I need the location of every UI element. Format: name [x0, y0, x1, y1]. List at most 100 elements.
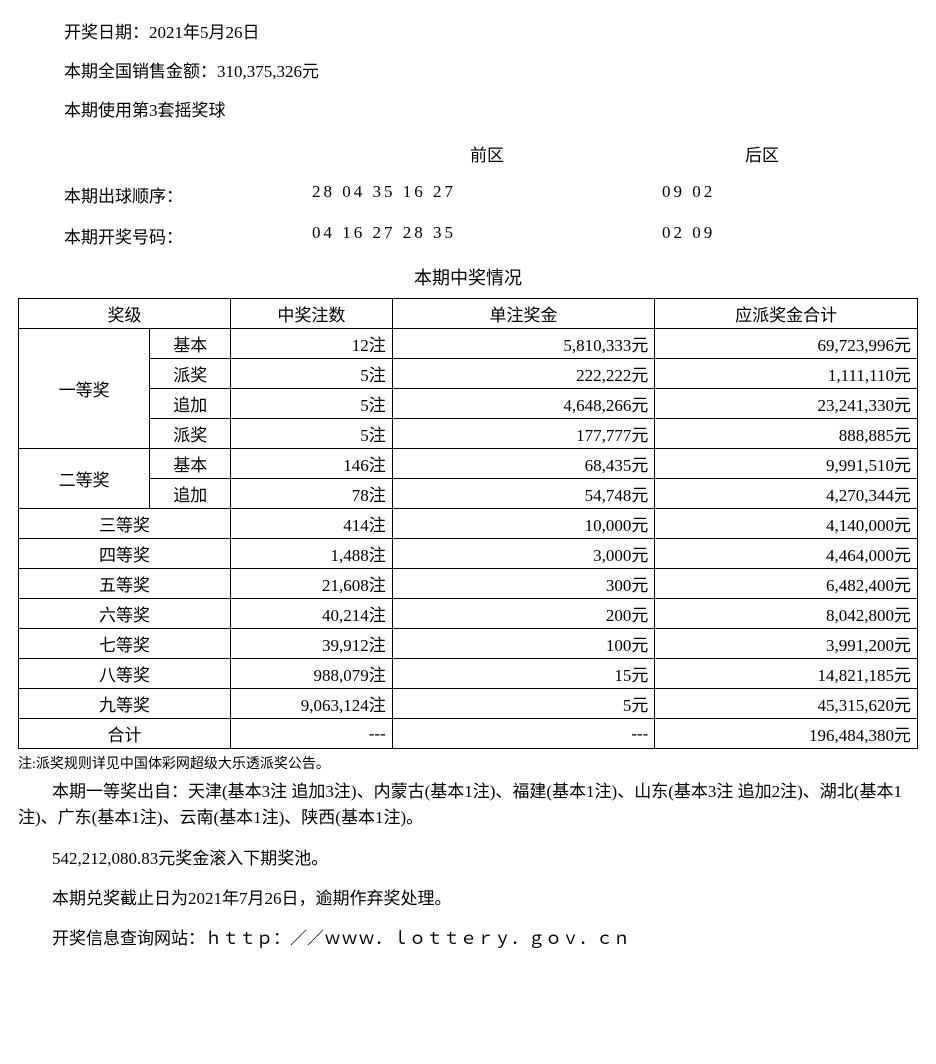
fp-per: 222,222元 — [392, 359, 655, 389]
sp-total: 4,270,344元 — [655, 479, 918, 509]
sp-total: 9,991,510元 — [655, 449, 918, 479]
fp-sub: 派奖 — [150, 359, 231, 389]
draw-order-back: 09 02 — [662, 182, 862, 207]
tier-total: 45,315,620元 — [655, 689, 918, 719]
sum-per: --- — [392, 719, 655, 749]
table-row: 七等奖 39,912注 100元 3,991,200元 — [19, 629, 918, 659]
winning-back: 02 09 — [662, 223, 862, 248]
draw-order-front: 28 04 35 16 27 — [312, 182, 662, 207]
tier-total: 14,821,185元 — [655, 659, 918, 689]
tier-per: 300元 — [392, 569, 655, 599]
winners-paragraph: 本期一等奖出自：天津(基本3注 追加3注)、内蒙古(基本1注)、福建(基本1注)… — [18, 779, 918, 832]
table-row: 派奖 5注 222,222元 1,111,110元 — [19, 359, 918, 389]
table-row: 二等奖 基本 146注 68,435元 9,991,510元 — [19, 449, 918, 479]
tier-count: 988,079注 — [231, 659, 393, 689]
tier-per: 200元 — [392, 599, 655, 629]
tier-per: 15元 — [392, 659, 655, 689]
fp-sub: 追加 — [150, 389, 231, 419]
fp-per: 4,648,266元 — [392, 389, 655, 419]
fp-total: 888,885元 — [655, 419, 918, 449]
fp-per: 5,810,333元 — [392, 329, 655, 359]
fp-total: 23,241,330元 — [655, 389, 918, 419]
table-sum-row: 合计 --- --- 196,484,380元 — [19, 719, 918, 749]
th-tier: 奖级 — [19, 299, 231, 329]
back-area-header: 后区 — [662, 141, 862, 166]
fp-total: 1,111,110元 — [655, 359, 918, 389]
th-count: 中奖注数 — [231, 299, 393, 329]
draw-date-line: 开奖日期：2021年5月26日 — [64, 18, 918, 43]
sp-count: 146注 — [231, 449, 393, 479]
sp-per: 54,748元 — [392, 479, 655, 509]
tier-per: 5元 — [392, 689, 655, 719]
tier-count: 39,912注 — [231, 629, 393, 659]
table-row: 五等奖 21,608注 300元 6,482,400元 — [19, 569, 918, 599]
sales-label: 本期全国销售金额： — [64, 62, 217, 81]
tier-label: 六等奖 — [19, 599, 231, 629]
table-row: 一等奖 基本 12注 5,810,333元 69,723,996元 — [19, 329, 918, 359]
tier-label: 五等奖 — [19, 569, 231, 599]
fp-count: 5注 — [231, 419, 393, 449]
tier-count: 9,063,124注 — [231, 689, 393, 719]
ballset-line: 本期使用第3套摇奖球 — [64, 96, 918, 121]
sum-total: 196,484,380元 — [655, 719, 918, 749]
sales-line: 本期全国销售金额：310,375,326元 — [64, 57, 918, 82]
th-total: 应派奖金合计 — [655, 299, 918, 329]
sum-count: --- — [231, 719, 393, 749]
table-row: 九等奖 9,063,124注 5元 45,315,620元 — [19, 689, 918, 719]
fp-total: 69,723,996元 — [655, 329, 918, 359]
table-header-row: 奖级 中奖注数 单注奖金 应派奖金合计 — [19, 299, 918, 329]
table-row: 六等奖 40,214注 200元 8,042,800元 — [19, 599, 918, 629]
tier-total: 6,482,400元 — [655, 569, 918, 599]
table-row: 追加 78注 54,748元 4,270,344元 — [19, 479, 918, 509]
numbers-block: 前区 后区 本期出球顺序： 28 04 35 16 27 09 02 本期开奖号… — [64, 141, 918, 248]
draw-date-value: 2021年5月26日 — [149, 23, 260, 42]
table-row: 派奖 5注 177,777元 888,885元 — [19, 419, 918, 449]
numbers-header-row: 前区 后区 — [64, 141, 918, 166]
fp-sub: 基本 — [150, 329, 231, 359]
second-prize-label: 二等奖 — [19, 449, 150, 509]
winning-front: 04 16 27 28 35 — [312, 223, 662, 248]
table-row: 八等奖 988,079注 15元 14,821,185元 — [19, 659, 918, 689]
table-row: 三等奖 414注 10,000元 4,140,000元 — [19, 509, 918, 539]
tier-label: 四等奖 — [19, 539, 231, 569]
tier-total: 4,464,000元 — [655, 539, 918, 569]
tier-label: 九等奖 — [19, 689, 231, 719]
deadline-paragraph: 本期兑奖截止日为2021年7月26日，逾期作弃奖处理。 — [18, 886, 918, 912]
draw-order-label: 本期出球顺序： — [64, 182, 312, 207]
tier-per: 3,000元 — [392, 539, 655, 569]
tier-per: 10,000元 — [392, 509, 655, 539]
website-paragraph: 开奖信息查询网站：ｈｔｔｐ：／／ｗｗｗ．ｌｏｔｔｅｒｙ．ｇｏｖ．ｃｎ — [18, 926, 918, 952]
sp-sub: 基本 — [150, 449, 231, 479]
winning-row: 本期开奖号码： 04 16 27 28 35 02 09 — [64, 223, 918, 248]
sum-label: 合计 — [19, 719, 231, 749]
tier-count: 1,488注 — [231, 539, 393, 569]
tier-total: 3,991,200元 — [655, 629, 918, 659]
front-area-header: 前区 — [312, 141, 662, 166]
table-title: 本期中奖情况 — [18, 264, 918, 290]
sales-value: 310,375,326元 — [217, 62, 319, 81]
table-row: 追加 5注 4,648,266元 23,241,330元 — [19, 389, 918, 419]
fp-count: 12注 — [231, 329, 393, 359]
tier-label: 七等奖 — [19, 629, 231, 659]
tier-per: 100元 — [392, 629, 655, 659]
draw-order-row: 本期出球顺序： 28 04 35 16 27 09 02 — [64, 182, 918, 207]
table-row: 四等奖 1,488注 3,000元 4,464,000元 — [19, 539, 918, 569]
rollover-paragraph: 542,212,080.83元奖金滚入下期奖池。 — [18, 846, 918, 872]
fp-per: 177,777元 — [392, 419, 655, 449]
th-per: 单注奖金 — [392, 299, 655, 329]
footnote-small: 注:派奖规则详见中国体彩网超级大乐透派奖公告。 — [18, 753, 918, 773]
tier-count: 21,608注 — [231, 569, 393, 599]
sp-count: 78注 — [231, 479, 393, 509]
draw-date-label: 开奖日期： — [64, 23, 149, 42]
prize-table: 奖级 中奖注数 单注奖金 应派奖金合计 一等奖 基本 12注 5,810,333… — [18, 298, 918, 749]
tier-label: 八等奖 — [19, 659, 231, 689]
sp-per: 68,435元 — [392, 449, 655, 479]
fp-count: 5注 — [231, 359, 393, 389]
sp-sub: 追加 — [150, 479, 231, 509]
tier-count: 414注 — [231, 509, 393, 539]
tier-count: 40,214注 — [231, 599, 393, 629]
first-prize-label: 一等奖 — [19, 329, 150, 449]
tier-total: 4,140,000元 — [655, 509, 918, 539]
tier-total: 8,042,800元 — [655, 599, 918, 629]
fp-count: 5注 — [231, 389, 393, 419]
